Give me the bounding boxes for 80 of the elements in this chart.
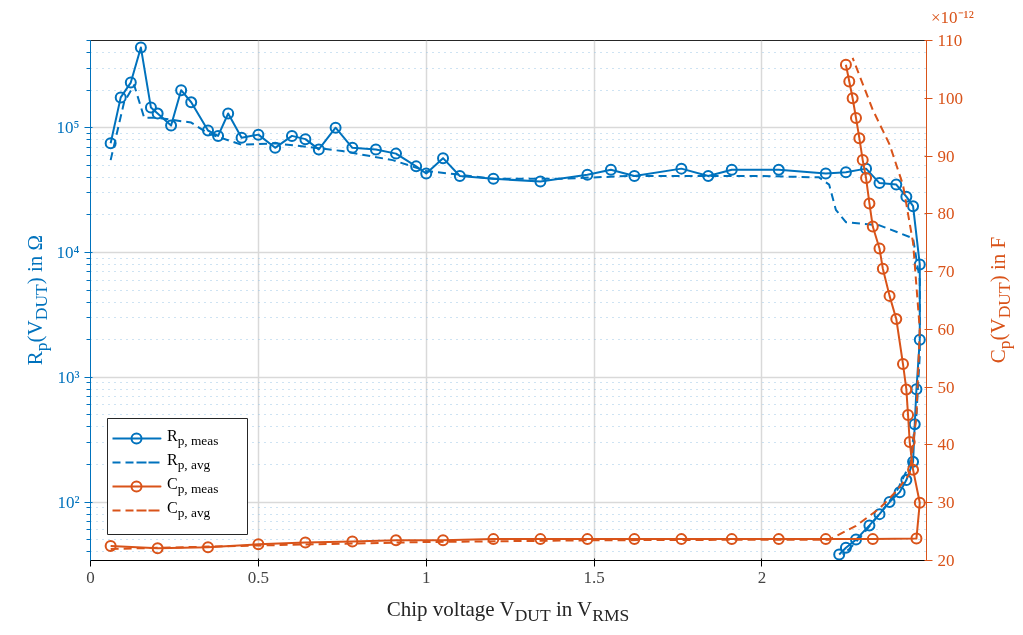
point [772,163,785,176]
y2-tick-label: 40 [937,435,955,455]
y-tick-label: 10³ [57,367,80,387]
point [285,129,298,142]
point [235,131,248,144]
point [346,141,359,154]
point [144,101,157,114]
point [839,541,852,554]
point [725,163,738,176]
point [134,41,147,54]
point [410,160,423,173]
point [104,137,117,150]
point [165,119,178,132]
point [913,333,926,346]
y-tick-label: 10⁴ [56,242,80,262]
x-tick-label: 2 [757,567,767,587]
point [222,107,235,120]
point [913,258,926,271]
x-tick-label: 1 [421,567,431,587]
point [675,162,688,175]
point [819,167,832,180]
point [124,76,137,89]
y-tick-label: 10² [57,492,80,512]
point [873,177,886,190]
point [299,133,312,146]
point [900,474,913,487]
point [390,147,403,160]
x-axis-title: Chip voltage V$_{DUT}$ in V$_{RMS}$ [386,597,630,626]
point [833,548,846,561]
point [883,496,896,509]
y2-tick-label: 60 [937,319,955,339]
point [269,141,282,154]
x-tick-label: 0 [86,567,95,587]
point [910,383,923,396]
point [628,170,641,183]
y2-tick-label: 30 [937,493,955,513]
y2-tick-label: 90 [937,146,955,166]
y2-tick-label: 20 [937,551,955,570]
point [900,190,913,203]
y2-tick-label: 100 [937,88,963,108]
text: ×10⁻¹² [931,7,974,28]
point [312,143,325,156]
point [873,508,886,521]
point [329,121,342,134]
point [212,129,225,142]
point [114,91,127,104]
y2-tick-label: 80 [937,204,955,224]
point [175,84,188,97]
y2-tick-label: 70 [937,262,955,282]
legend-label: C$_{p, avg}$ [167,499,211,521]
x-tick-label: 0.5 [247,567,269,587]
point [437,152,450,165]
legend-label: C$_{p, meas}$ [167,475,219,497]
point [849,533,862,546]
point [581,168,594,181]
point [907,455,920,468]
point [604,163,617,176]
point [863,519,876,532]
point [453,170,466,183]
legend-label: R$_{p, meas}$ [167,427,219,449]
point [534,175,547,188]
point [907,200,920,213]
point [860,162,873,175]
point [702,170,715,183]
legend-label: R$_{p, avg}$ [167,451,211,473]
point [420,167,433,180]
x-tick-label: 1.5 [583,567,605,587]
point [890,178,903,191]
y-tick-label: 10⁵ [56,118,80,138]
point [185,96,198,109]
point [487,172,500,185]
y2-tick-label: 50 [937,377,955,397]
point [369,143,382,156]
point [893,486,906,499]
point [839,166,852,179]
point [252,128,265,141]
point [202,124,215,137]
point [908,418,921,431]
y2-tick-label: 110 [937,31,963,50]
point [151,107,164,120]
